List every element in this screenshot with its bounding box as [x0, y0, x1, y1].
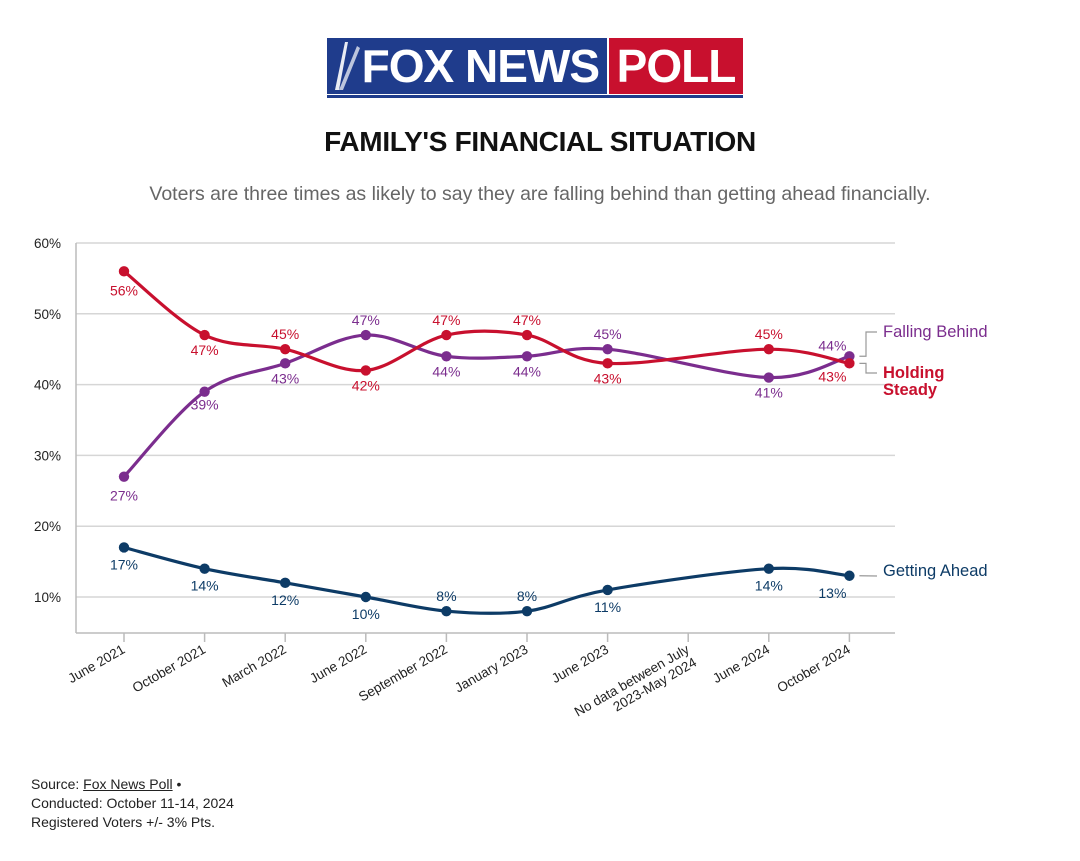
source-link[interactable]: Fox News Poll — [83, 776, 173, 792]
data-point — [360, 329, 371, 341]
data-point — [118, 542, 130, 553]
y-tick-label: 30% — [34, 448, 61, 463]
data-point — [602, 584, 613, 596]
data-point — [844, 570, 855, 581]
data-label: 44% — [432, 363, 460, 379]
data-label: 13% — [818, 585, 846, 601]
data-label: 44% — [513, 363, 541, 379]
data-label: 42% — [352, 377, 380, 393]
x-tick-label: June 2023 — [549, 642, 611, 687]
x-tick-label: March 2022 — [219, 642, 288, 691]
source-line: Source: Fox News Poll • — [31, 775, 234, 794]
data-label: 45% — [755, 326, 783, 342]
x-tick-label: January 2023 — [452, 642, 530, 696]
conducted-dates: Conducted: October 11-14, 2024 — [31, 795, 234, 811]
y-tick-label: 20% — [34, 519, 61, 534]
logo-fox-news: FOX NEWS — [327, 38, 607, 94]
data-label: 44% — [818, 337, 846, 353]
x-tick-label: June 2024 — [710, 641, 773, 686]
data-point — [763, 372, 774, 383]
data-label: 14% — [755, 578, 783, 594]
source-block: Source: Fox News Poll • Conducted: Octob… — [31, 775, 234, 832]
y-tick-label: 10% — [34, 590, 61, 605]
data-label: 56% — [110, 282, 138, 298]
data-label: 41% — [755, 385, 783, 401]
source-prefix: Source: — [31, 776, 80, 792]
data-point — [602, 358, 613, 369]
data-point — [844, 358, 855, 369]
data-label: 43% — [818, 368, 846, 384]
data-point — [441, 351, 452, 362]
data-label: 17% — [110, 556, 138, 572]
data-point — [763, 563, 774, 574]
data-point — [199, 329, 210, 341]
data-point — [118, 266, 130, 277]
sample-info: Registered Voters +/- 3% Pts. — [31, 814, 216, 830]
data-point — [280, 358, 291, 369]
data-label: 43% — [271, 370, 299, 386]
data-point — [521, 605, 533, 617]
x-tick-label: September 2022 — [356, 642, 450, 705]
series-line — [122, 545, 851, 615]
legend-label: Holding — [883, 364, 944, 382]
data-label: 27% — [110, 488, 138, 504]
data-label: 14% — [191, 578, 219, 594]
data-point — [280, 344, 291, 355]
data-label: 45% — [271, 326, 299, 342]
data-label: 45% — [594, 326, 622, 342]
x-tick-label: October 2024 — [775, 641, 854, 695]
logo-underline — [327, 95, 743, 98]
x-tick-label: June 2021 — [65, 642, 127, 687]
data-label: 39% — [191, 397, 219, 413]
data-point — [360, 591, 371, 603]
data-point — [199, 386, 210, 397]
data-label: 47% — [191, 342, 219, 358]
data-point — [441, 329, 452, 341]
data-label: 11% — [594, 599, 621, 615]
chart-title: FAMILY'S FINANCIAL SITUATION — [324, 126, 756, 157]
x-tick-label: June 2022 — [307, 642, 369, 687]
line-chart: 10% 20% 30% 40% 50% 60% June 2021 October 2021 M… — [34, 236, 988, 720]
legend-leader — [859, 331, 877, 357]
y-tick-label: 60% — [34, 236, 61, 251]
data-label: 47% — [352, 312, 380, 328]
data-label: 8% — [436, 588, 456, 604]
data-point — [521, 351, 533, 362]
data-point — [521, 329, 533, 341]
data-point — [280, 577, 291, 589]
y-tick-label: 50% — [34, 307, 61, 322]
data-label: 8% — [517, 588, 537, 604]
legend-label: Getting Ahead — [883, 562, 988, 580]
x-tick-label: October 2021 — [130, 642, 208, 696]
data-point — [602, 344, 613, 355]
source-suffix: • — [172, 776, 182, 792]
logo-rays-icon — [335, 42, 360, 90]
data-label: 47% — [513, 312, 541, 328]
data-label: 43% — [594, 370, 622, 386]
data-label: 47% — [432, 312, 460, 328]
fox-news-poll-logo: FOX NEWS POLL — [327, 38, 743, 98]
legend-label: Falling Behind — [883, 323, 988, 341]
data-point — [199, 563, 210, 574]
data-label: 12% — [271, 592, 299, 608]
legend-label: Steady — [883, 381, 938, 399]
data-point — [118, 471, 130, 482]
series-line — [122, 269, 851, 373]
data-point — [441, 605, 452, 617]
data-label: 10% — [352, 606, 380, 622]
chart-subtitle: Voters are three times as likely to say … — [149, 183, 931, 205]
legend-leader — [859, 362, 877, 374]
logo-poll: POLL — [609, 38, 743, 94]
data-point — [763, 344, 774, 355]
y-tick-label: 40% — [34, 378, 61, 393]
data-point — [360, 365, 371, 376]
